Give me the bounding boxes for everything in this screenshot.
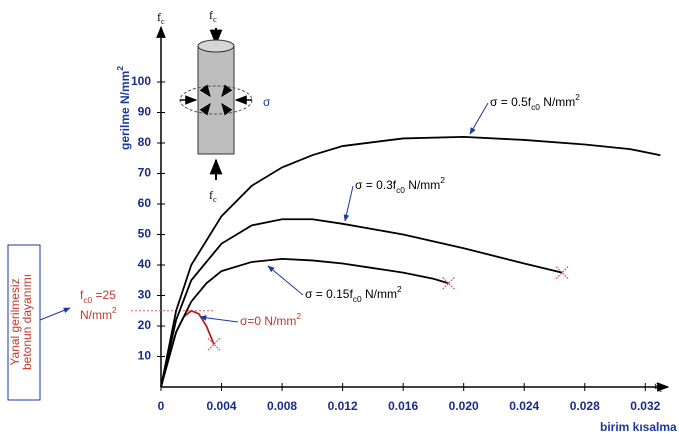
reference-label-part: f bbox=[80, 288, 84, 302]
note-arrow bbox=[39, 307, 71, 321]
y-symbol: fc bbox=[157, 10, 165, 27]
y-tick-label: 80 bbox=[138, 135, 152, 149]
y-axis-label-part: 2 bbox=[115, 66, 125, 71]
y-tick-label: 20 bbox=[138, 318, 152, 332]
series-line bbox=[160, 218, 563, 388]
series-line bbox=[160, 257, 449, 388]
y-tick-label: 50 bbox=[138, 227, 152, 241]
x-tick-label: 0.032 bbox=[630, 399, 660, 413]
x-tick-label: 0.016 bbox=[388, 399, 418, 413]
note-line: betonun dayanımı bbox=[20, 274, 34, 370]
x-tick-label: 0 bbox=[158, 399, 165, 413]
series-label-part: c0 bbox=[353, 294, 362, 304]
x-tick-label: 0.020 bbox=[449, 399, 479, 413]
reference-label-part: c0 bbox=[83, 295, 92, 305]
label-arrow bbox=[469, 102, 489, 135]
y-axis-label: gerilme N/mm2 bbox=[115, 66, 132, 150]
series-label-part: 2 bbox=[397, 284, 402, 294]
series-label-part: 2 bbox=[296, 311, 301, 321]
series-label-part: 2 bbox=[575, 92, 580, 102]
bottom-load-label: fc bbox=[209, 188, 217, 205]
series-label-part: σ = 0.5f bbox=[490, 95, 532, 109]
x-tick-label: 0.004 bbox=[207, 399, 237, 413]
series-label-part: σ = 0.3f bbox=[355, 178, 397, 192]
reference-label-part: N/mm bbox=[80, 308, 112, 322]
lateral-stress: σ bbox=[263, 95, 271, 109]
series-label-part: N/mm bbox=[362, 287, 397, 301]
x-symbol: εc bbox=[654, 378, 663, 395]
note-box bbox=[7, 244, 41, 401]
label-arrow bbox=[343, 185, 354, 222]
y-axis-label-part: gerilme N/mm bbox=[118, 71, 132, 150]
series-label-part: c0 bbox=[531, 102, 540, 112]
y-tick-label: 70 bbox=[138, 166, 152, 180]
series-line bbox=[160, 135, 661, 388]
reference-label-part: 2 bbox=[112, 305, 117, 315]
x-axis-label: birim kısalma bbox=[600, 420, 677, 434]
x-tick-label: 0.008 bbox=[267, 399, 297, 413]
x-symbol-part: ε bbox=[654, 378, 659, 392]
series-label: σ = 0.3fc0 N/mm2 bbox=[355, 175, 445, 195]
x-tick-label: 0.028 bbox=[570, 399, 600, 413]
top-load-label-part: f bbox=[209, 8, 213, 22]
reference-label-part: =25 bbox=[92, 288, 116, 302]
series-label-part: c0 bbox=[396, 185, 405, 195]
reference-label: fc0 =25 N/mm2 bbox=[80, 288, 117, 322]
series-label-part: 2 bbox=[440, 175, 445, 185]
note-line: Yanal gerilmesiz bbox=[8, 278, 22, 365]
top-load-label: fc bbox=[209, 8, 217, 25]
y-tick-label: 40 bbox=[138, 257, 152, 271]
series-label-part: σ = 0.15f bbox=[305, 287, 353, 301]
label-arrow bbox=[267, 265, 304, 296]
bottom-load-label-part: f bbox=[209, 188, 213, 202]
note: Yanal gerilmesizbetonun dayanımı bbox=[8, 274, 34, 370]
y-tick-label: 10 bbox=[138, 349, 152, 363]
series-label: σ=0 N/mm2 bbox=[240, 311, 301, 328]
bottom-load-label-part: c bbox=[213, 195, 217, 204]
y-symbol-part: c bbox=[161, 17, 165, 26]
y-tick-label: 100 bbox=[131, 74, 151, 88]
y-tick-label: 60 bbox=[138, 196, 152, 210]
x-symbol-part: c bbox=[659, 385, 663, 394]
y-symbol-part: f bbox=[157, 10, 161, 24]
series-label-part: N/mm bbox=[405, 178, 440, 192]
y-tick-label: 30 bbox=[138, 288, 152, 302]
series-label: σ = 0.5fc0 N/mm2 bbox=[490, 92, 580, 112]
series-label-part: N/mm bbox=[540, 95, 575, 109]
y-tick-label: 90 bbox=[138, 105, 152, 119]
series-label-part: σ=0 N/mm bbox=[240, 314, 296, 328]
series-label: σ = 0.15fc0 N/mm2 bbox=[305, 284, 402, 304]
label-arrow bbox=[199, 315, 239, 323]
x-tick-label: 0.012 bbox=[328, 399, 358, 413]
top-load-label-part: c bbox=[213, 15, 217, 24]
specimen bbox=[179, 28, 253, 180]
x-tick-label: 0.024 bbox=[509, 399, 539, 413]
